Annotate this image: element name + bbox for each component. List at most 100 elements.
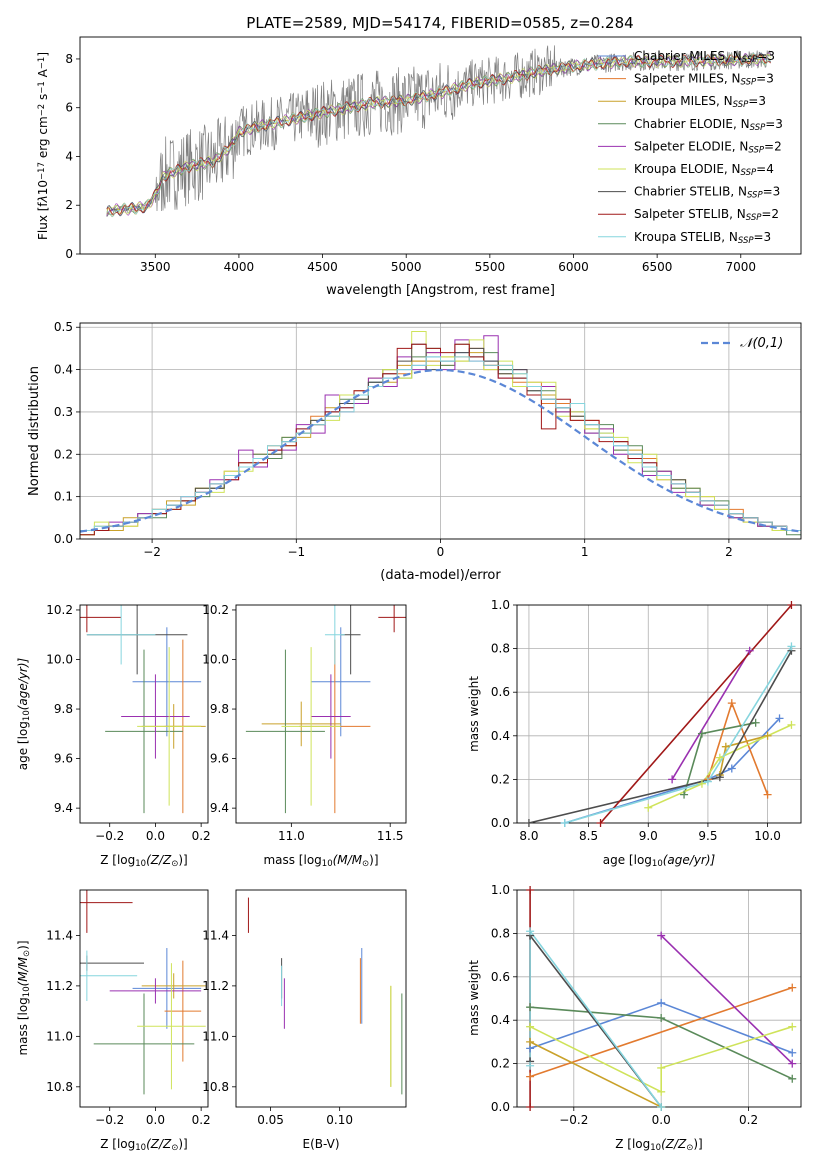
mw-age-xlabel-part: (age/yr)] (663, 853, 716, 867)
age_vs_z-xtick-label: −0.2 (95, 829, 124, 843)
mass_vs_ebv-xtick-label: 0.10 (326, 1113, 353, 1127)
mass-z-ylabel: mass [log10(M/M⊙)] (16, 940, 32, 1055)
spectrum-ylabel: Flux [fλ10−17 erg cm−2 s−1 A−1] (36, 52, 50, 240)
age-mass-xlabel: mass [log10(M/M⊙)] (263, 853, 378, 869)
spectrum-plot-area (106, 45, 771, 218)
residuals-frame (79, 322, 802, 540)
legend-suffix: =3 (754, 230, 772, 244)
mass_weight_vs_z-xtick-label: 0.0 (652, 1113, 671, 1127)
legend-suffix: =3 (748, 94, 766, 108)
age_vs_z-plot-area (80, 605, 206, 814)
age-z-xlabel-part: )] (178, 853, 187, 867)
mass_weight_vs_age-ytick-label: 1.0 (491, 598, 510, 612)
legend-entry-chabrier_miles: Chabrier MILES, NSSP=3 (634, 49, 775, 65)
mass_weight_vs_age-ytick-label: 0.8 (491, 642, 510, 656)
mass-z-ylabel-part: 10 (22, 986, 32, 997)
legend-label: Kroupa STELIB, N (634, 230, 738, 244)
mass_weight_vs_z-ytick-label: 0.4 (491, 1013, 510, 1027)
mw-age-xlabel-part: age [log (603, 853, 652, 867)
age_vs_z-ytick-label: 10.2 (46, 603, 73, 617)
mass_weight_vs_age-marker-salpeter_elodie (745, 646, 754, 655)
spectrum-xtick-label: 6500 (642, 260, 673, 274)
age-mass-xlabel-part: (M/M (333, 853, 363, 867)
mass_weight_vs_age-marker-kroupa_stelib (560, 819, 569, 827)
legend-sub: SSP (741, 168, 757, 178)
age_vs_mass-ytick-label: 10.2 (202, 603, 229, 617)
legend-suffix: =2 (764, 139, 782, 153)
mass_weight_vs_age-line-kroupa_elodie (647, 724, 792, 809)
spectrum-ylabel-part: λ (36, 195, 50, 203)
mass-z-xlabel-part: )] (178, 1137, 187, 1151)
spectrum-panel: 3500 4000 4500 5000 5500 6000 6500 7000 0 2 4 6 8 wav… (36, 36, 802, 298)
spectrum-ylabel-part: s (36, 94, 50, 104)
mass_weight_vs_age-marker-salpeter_stelib (596, 819, 605, 827)
spectrum-model-kroupa_stelib (106, 52, 771, 218)
mass_weight_vs_age-marker-chabrier_miles (775, 714, 784, 723)
figure-title: PLATE=2589, MJD=54174, FIBERID=0585, z=0… (246, 14, 633, 32)
age-mass-xlabel-part: ⊙ (362, 859, 369, 869)
mass_weight_vs_age-marker-kroupa_stelib (787, 642, 796, 651)
spectrum-ytick-label: 2 (65, 198, 73, 212)
mass_weight_vs_z-marker-kroupa_elodie (788, 1022, 797, 1031)
legend-label: Chabrier MILES, N (634, 49, 742, 63)
mass_weight_vs_age-marker-kroupa_elodie (787, 720, 796, 729)
residuals-xtick-label: 0 (437, 545, 445, 559)
age-z-ylabel-part: 10 (22, 710, 32, 721)
mass_weight_vs_age-marker-kroupa_elodie (644, 803, 653, 812)
residuals-ytick-label: 0.2 (54, 447, 73, 461)
mass_weight_vs_age-xtick-label: 10.0 (754, 829, 781, 843)
mass_weight_vs_age-marker-salpeter_elodie (668, 775, 677, 784)
mass_vs_z-panel: −0.2 0.0 0.210.811.011.211.4Z [log10(Z/Z⊙)… (16, 889, 211, 1153)
mass_weight_vs_z-marker-salpeter_stelib (526, 886, 535, 894)
residuals-xtick-label: 2 (725, 545, 733, 559)
residuals-ytick-label: 0.3 (54, 405, 73, 419)
mass_weight_vs_age-ytick-label: 0.0 (491, 816, 510, 830)
mass_weight_vs_age-marker-salpeter_miles (727, 699, 736, 708)
mass_vs_z-xtick-label: 0.0 (146, 1113, 165, 1127)
mass_vs_ebv-panel: 0.05 0.10 10.8 11.0 11.2 11.4 E(B-V) (202, 889, 407, 1151)
legend-label: Kroupa ELODIE, N (634, 162, 741, 176)
spectrum-xtick-label: 6000 (558, 260, 589, 274)
mass-z-ylabel-part: ⊙ (22, 950, 32, 957)
mass-z-ylabel-part: )] (16, 940, 30, 949)
age_vs_mass-xtick-label: 11.0 (278, 829, 305, 843)
mass_weight_vs_age-marker-chabrier_elodie (680, 790, 689, 799)
spectrum-model-chabrier_elodie (106, 54, 771, 217)
mw-age-xlabel-part: 10 (652, 859, 663, 869)
mass_weight_vs_z-xtick-label: −0.2 (559, 1113, 588, 1127)
legend-sub: SSP (748, 146, 764, 156)
mass_weight_vs_z-marker-kroupa_elodie (657, 1063, 666, 1072)
legend-label: Salpeter MILES, N (634, 72, 741, 86)
mass_vs_ebv-frame (235, 889, 407, 1108)
mw-z-xlabel: Z [log10(Z/Z⊙)] (615, 1137, 703, 1153)
normal-legend-label: 𝒩(0,1) (740, 336, 783, 351)
mass_weight_vs_age-marker-chabrier_stelib (524, 819, 533, 827)
age-z-ylabel-part: (age/yr)] (16, 657, 30, 710)
mass_weight_vs_z-marker-kroupa_elodie (657, 1087, 666, 1096)
spectrum-xlabel: wavelength [Angstrom, rest frame] (326, 283, 555, 298)
residuals-xtick-label: 1 (581, 545, 589, 559)
mass_weight_vs_age-marker-kroupa_miles (763, 731, 772, 740)
age_vs_mass-ytick-label: 9.8 (210, 702, 229, 716)
mass_weight_vs_age-plot-area (517, 605, 801, 823)
mass-z-xlabel-part: Z [log (100, 1137, 135, 1151)
mass_vs_ebv-ytick-label: 11.2 (202, 979, 229, 993)
legend-suffix: =3 (765, 117, 783, 131)
spectrum-ytick-label: 8 (65, 52, 73, 66)
mass_vs_ebv-ytick-label: 11.0 (202, 1029, 229, 1043)
residuals-ytick-label: 0.5 (54, 320, 73, 334)
spectrum-ylabel-part: −17 (37, 162, 47, 180)
legend-label: Chabrier STELIB, N (634, 185, 747, 199)
normal-curve-line (80, 368, 801, 533)
mw-z-ylabel: mass weight (467, 960, 481, 1036)
age_vs_z-frame (79, 604, 209, 824)
residuals-xlabel: (data-model)/error (380, 568, 501, 583)
legend-sub: SSP (738, 236, 754, 246)
mass-z-xlabel-part: (Z/Z (146, 1137, 172, 1151)
mass_weight_vs_z-marker-kroupa_miles (526, 1037, 535, 1046)
mass_vs_z-xtick-label: 0.2 (192, 1113, 211, 1127)
spectrum-xtick-label: 4500 (307, 260, 338, 274)
age_vs_mass-plot-area (245, 605, 406, 814)
mw-age-ylabel: mass weight (467, 676, 481, 752)
age_vs_mass-panel: 11.0 11.5 9.4 9.6 9.8 10.0 10.2 mass [log10(M/M… (202, 603, 407, 869)
